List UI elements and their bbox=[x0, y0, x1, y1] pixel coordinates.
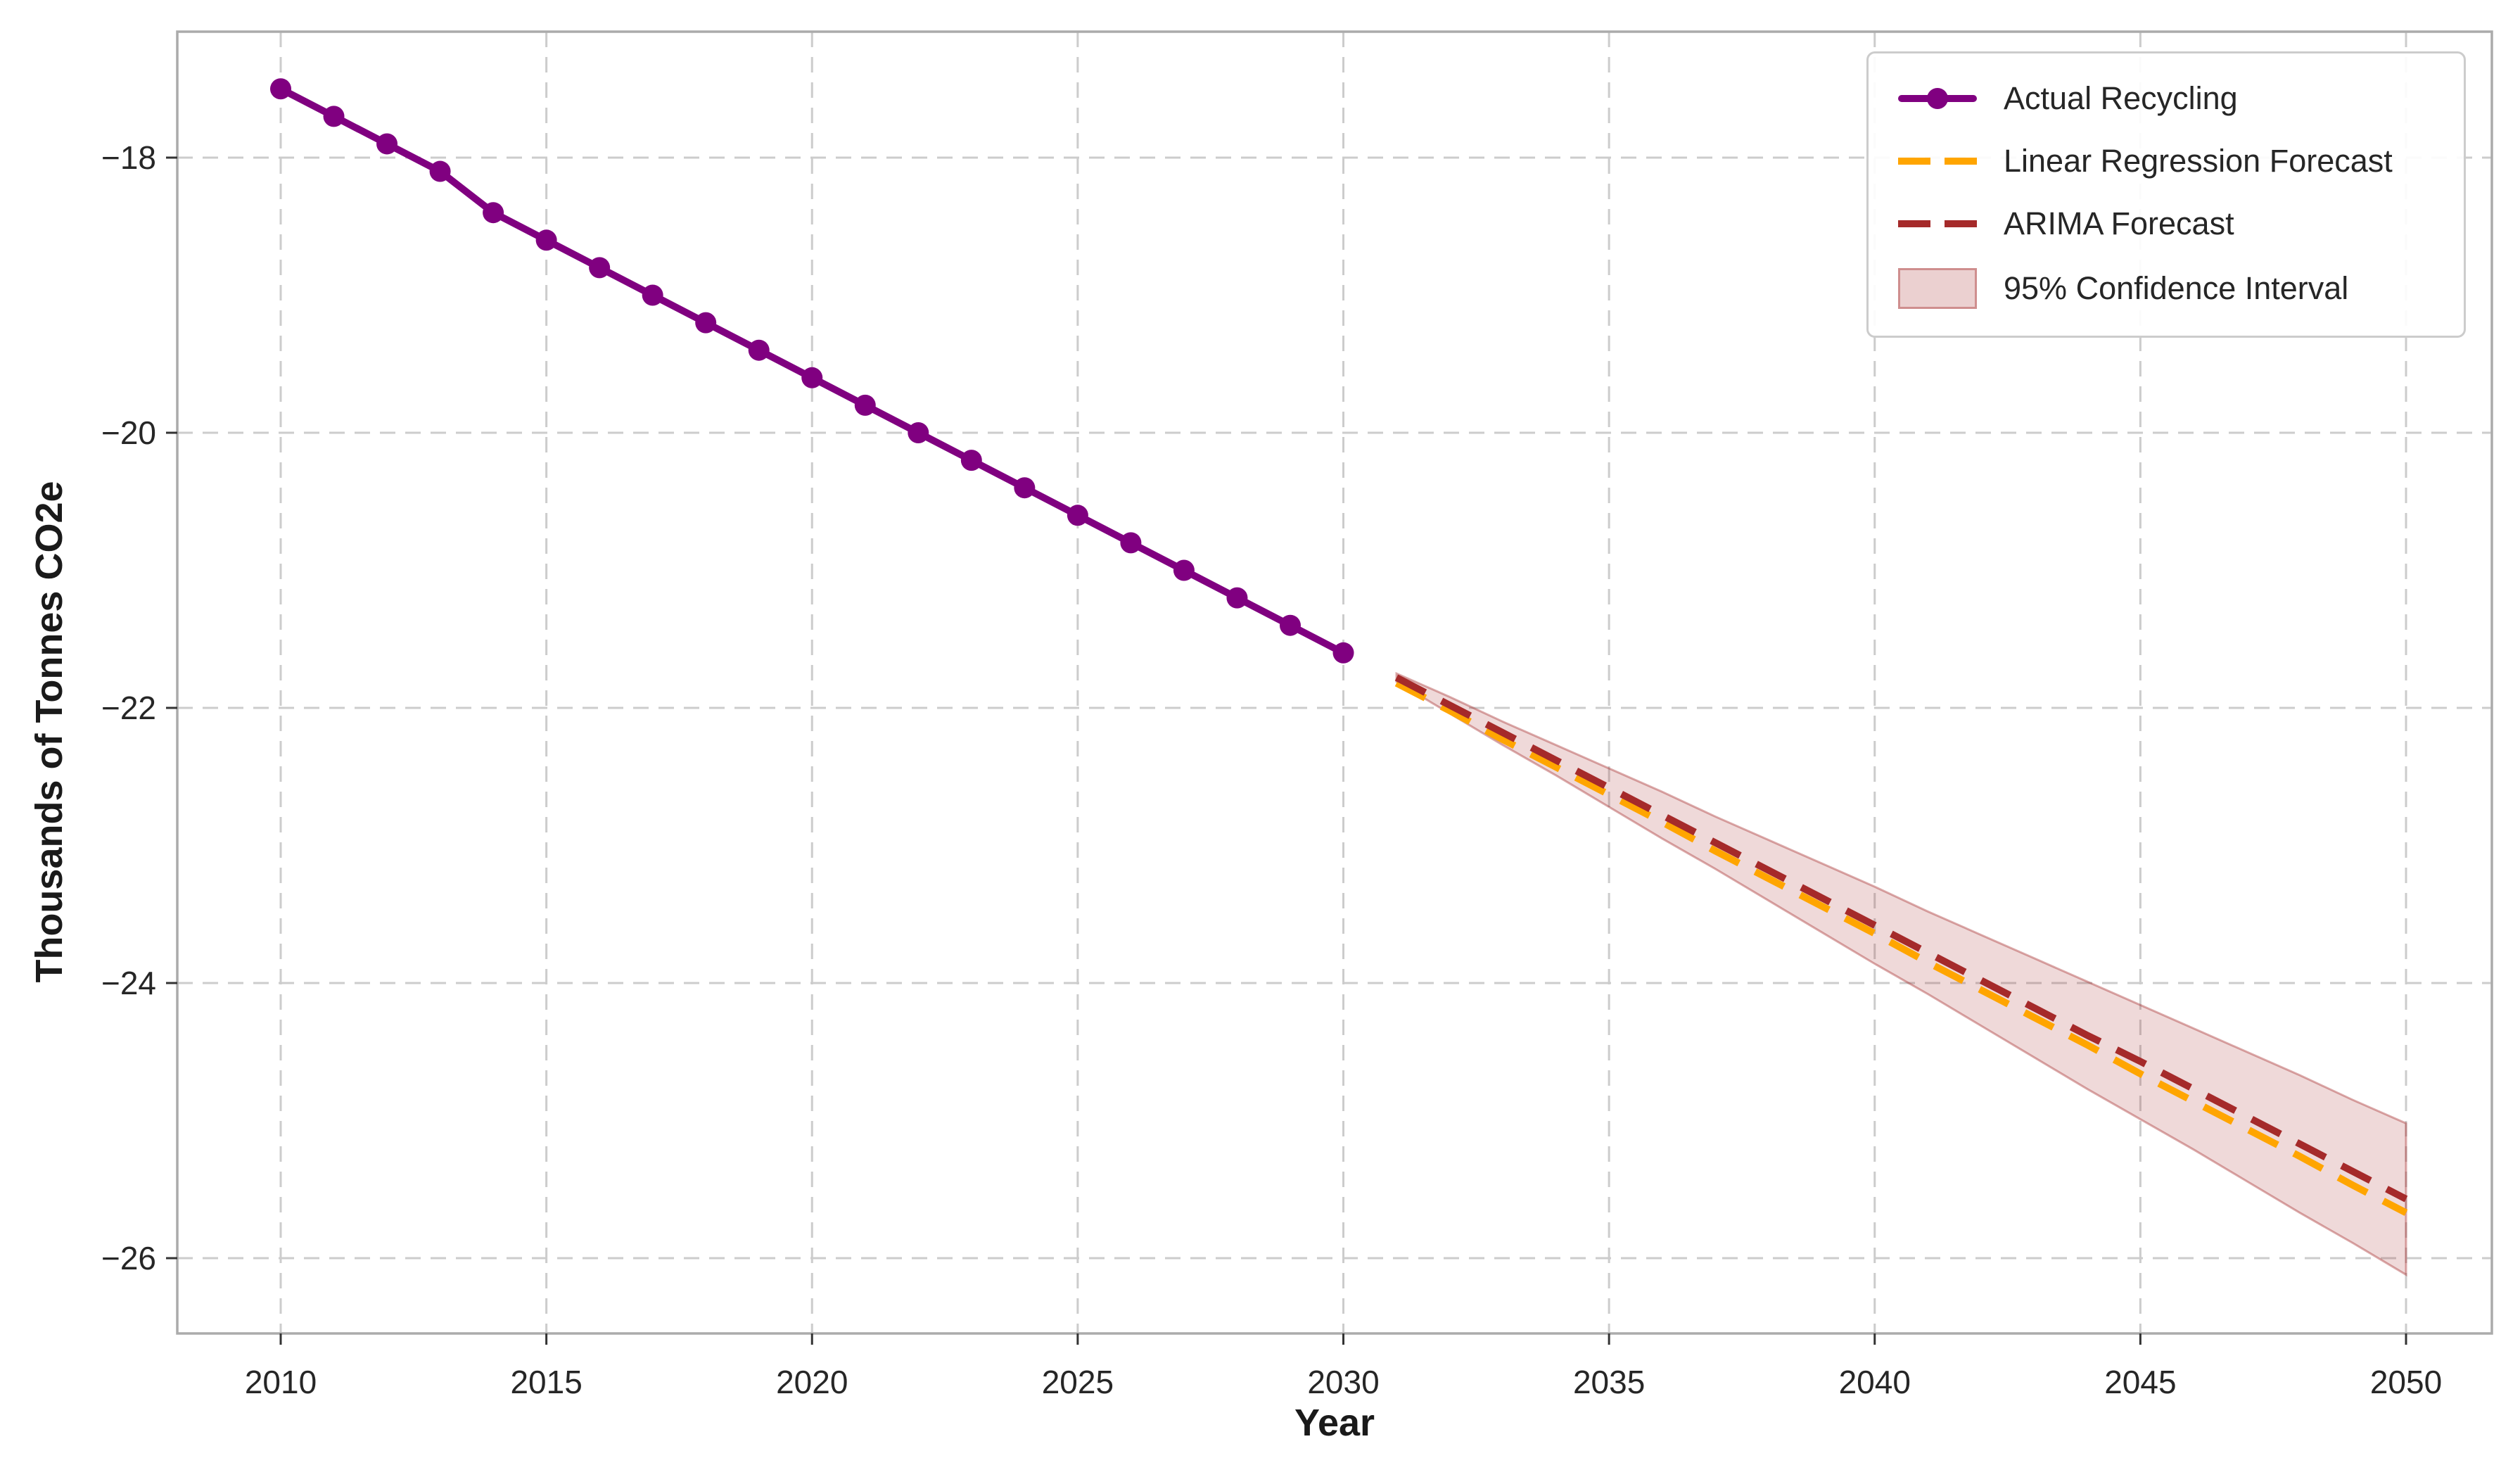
actual-recycling-markers bbox=[270, 78, 1354, 664]
legend-label: 95% Confidence Interval bbox=[2004, 270, 2349, 306]
legend-label: Actual Recycling bbox=[2004, 80, 2238, 117]
dashed-line-icon bbox=[1898, 158, 1977, 165]
y-tick-label: −22 bbox=[101, 690, 156, 726]
tick-marks bbox=[166, 156, 2407, 1345]
legend-item-linear-regression-forecast: Linear Regression Forecast bbox=[1898, 143, 2434, 179]
actual-point bbox=[642, 284, 663, 306]
legend-label: Linear Regression Forecast bbox=[2004, 143, 2393, 179]
legend-item-arima-forecast: ARIMA Forecast bbox=[1898, 205, 2434, 242]
actual-point bbox=[801, 367, 823, 388]
y-axis-title: Thousands of Tonnes CO2e bbox=[28, 481, 70, 983]
actual-point bbox=[960, 450, 982, 471]
y-tick-label: −18 bbox=[101, 139, 156, 176]
actual-point bbox=[1014, 477, 1036, 499]
actual-point bbox=[483, 202, 504, 224]
actual-point bbox=[1120, 532, 1142, 554]
confidence-interval-band bbox=[1395, 671, 2407, 1277]
actual-point bbox=[429, 160, 451, 182]
actual-point bbox=[1226, 587, 1248, 609]
x-axis-title: Year bbox=[1294, 1402, 1375, 1444]
actual-point bbox=[589, 257, 611, 279]
actual-point bbox=[748, 339, 770, 361]
actual-point bbox=[854, 394, 876, 416]
x-tick-label: 2025 bbox=[1042, 1364, 1114, 1400]
y-tick-label: −20 bbox=[101, 414, 156, 451]
actual-point bbox=[1173, 559, 1195, 581]
actual-point bbox=[535, 229, 557, 251]
actual-point bbox=[376, 133, 398, 155]
tick-labels: 2010 2015 2020 2025 2030 2035 2040 2045 2050 −18 −… bbox=[101, 139, 2442, 1400]
x-tick-label: 2015 bbox=[510, 1364, 582, 1400]
x-tick-label: 2050 bbox=[2370, 1364, 2442, 1400]
x-tick-label: 2010 bbox=[245, 1364, 317, 1400]
linear-forecast-line bbox=[1394, 680, 2408, 1216]
legend-circle-marker bbox=[1927, 88, 1948, 110]
x-tick-label: 2040 bbox=[1839, 1364, 1911, 1400]
actual-point bbox=[1067, 505, 1088, 526]
axes-spines bbox=[176, 30, 2493, 1335]
actual-point bbox=[1279, 614, 1301, 636]
y-tick-label: −26 bbox=[101, 1240, 156, 1276]
legend: Actual Recycling Linear Regression Forec… bbox=[1866, 51, 2466, 338]
x-tick-label: 2045 bbox=[2104, 1364, 2176, 1400]
actual-point bbox=[908, 422, 929, 443]
solid-line-marker-icon bbox=[1898, 87, 1977, 110]
actual-point bbox=[323, 106, 345, 127]
actual-point bbox=[270, 78, 291, 100]
x-tick-label: 2035 bbox=[1573, 1364, 1645, 1400]
actual-point bbox=[695, 312, 717, 334]
y-tick-label: −24 bbox=[101, 965, 156, 1001]
actual-point bbox=[1332, 642, 1354, 664]
legend-item-actual-recycling: Actual Recycling bbox=[1898, 80, 2434, 117]
x-tick-label: 2030 bbox=[1307, 1364, 1379, 1400]
arima-forecast-line bbox=[1394, 674, 2408, 1203]
filled-patch-icon bbox=[1898, 267, 1977, 309]
dashed-line-icon bbox=[1898, 220, 1977, 227]
legend-label: ARIMA Forecast bbox=[2004, 205, 2234, 241]
x-tick-label: 2020 bbox=[776, 1364, 848, 1400]
legend-item-confidence-interval: 95% Confidence Interval bbox=[1898, 267, 2434, 309]
